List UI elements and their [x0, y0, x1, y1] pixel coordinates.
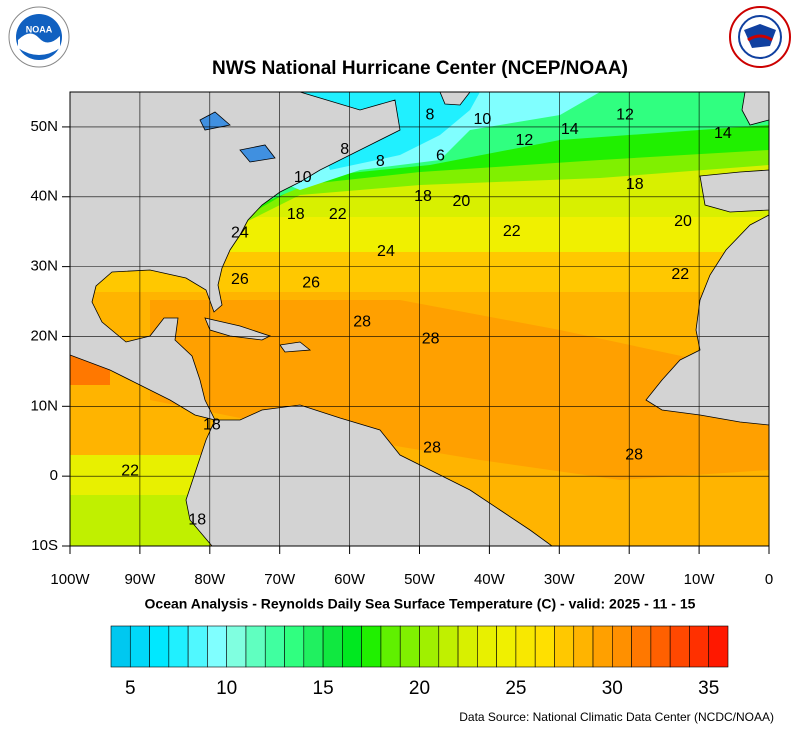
x-tick-label: 40W: [474, 571, 506, 588]
contour-label: 18: [626, 176, 644, 193]
colorbar-cell: [187, 625, 208, 668]
x-tick-label: 80W: [194, 571, 226, 588]
y-tick-label: 30N: [30, 258, 58, 275]
colorbar-cell: [226, 625, 247, 668]
subtitle: Ocean Analysis - Reynolds Daily Sea Surf…: [145, 596, 696, 612]
colorbar-cell: [342, 625, 362, 668]
colorbar-cell: [612, 625, 632, 668]
contour-label: 22: [121, 462, 139, 479]
contour-label: 8: [340, 141, 349, 158]
contour-label: 26: [231, 271, 249, 288]
contour-label: 18: [188, 511, 206, 528]
colorbar-cell: [438, 625, 459, 668]
colorbar-cell: [650, 625, 671, 668]
colorbar-cell: [149, 625, 170, 668]
y-tick-label: 40N: [30, 188, 58, 205]
contour-label: 18: [414, 188, 432, 205]
colorbar-cell: [207, 625, 227, 668]
y-tick-label: 10N: [30, 397, 58, 414]
colorbar-cell: [110, 625, 131, 668]
contour-label: 10: [474, 111, 492, 128]
contour-label: 26: [302, 275, 320, 292]
x-tick-label: 10W: [684, 571, 716, 588]
colorbar-cell: [631, 625, 652, 668]
contour-label: 22: [503, 223, 521, 240]
contour-label: 14: [561, 121, 579, 138]
contour-label: 12: [515, 132, 533, 149]
x-tick-label: 70W: [264, 571, 296, 588]
colorbar-cell: [573, 625, 594, 668]
contour-label: 28: [423, 439, 441, 456]
colorbar-cell: [399, 625, 420, 668]
colorbar-cell: [496, 625, 517, 668]
contour-label: 10: [294, 169, 312, 186]
colorbar-cell: [708, 625, 729, 668]
contour-label: 28: [625, 446, 643, 463]
x-tick-label: 90W: [124, 571, 156, 588]
colorbar-label: 20: [409, 678, 430, 699]
contour-label: 24: [231, 224, 249, 241]
contour-label: 18: [287, 206, 305, 223]
contour-label: 20: [674, 213, 692, 230]
colorbar-cell: [361, 625, 382, 668]
contour-label: 22: [671, 266, 689, 283]
colorbar-cell: [303, 625, 324, 668]
contour-label: 12: [616, 106, 634, 123]
colorbar-cell: [592, 625, 613, 668]
colorbar-cell: [322, 625, 343, 668]
colorbar-cell: [419, 625, 440, 668]
contour-label: 28: [353, 314, 371, 331]
colorbar-label: 5: [125, 678, 136, 699]
colorbar-cell: [534, 625, 555, 668]
y-tick-label: 10S: [31, 537, 58, 554]
y-tick-label: 20N: [30, 327, 58, 344]
noaa-logo: NOAA: [8, 6, 70, 68]
colorbar-cell: [168, 625, 189, 668]
x-tick-label: 30W: [544, 571, 576, 588]
y-tick-label: 0: [50, 467, 58, 484]
svg-text:NOAA: NOAA: [26, 24, 53, 34]
x-tick-label: 20W: [614, 571, 646, 588]
y-tick-label: 50N: [30, 118, 58, 135]
contour-label: 18: [203, 416, 221, 433]
x-tick-label: 100W: [50, 571, 90, 588]
colorbar-cell: [457, 625, 478, 668]
contour-label: 6: [436, 147, 445, 164]
nws-logo: [729, 6, 791, 68]
contour-label: 20: [453, 193, 471, 210]
contour-label: 28: [422, 330, 440, 347]
contour-label: 22: [329, 206, 347, 223]
contour-label: 24: [377, 243, 395, 260]
contour-label: 8: [376, 153, 385, 170]
title: NWS National Hurricane Center (NCEP/NOAA…: [212, 58, 628, 79]
contour-label: 8: [426, 106, 435, 123]
colorbar-cell: [129, 625, 150, 668]
colorbar-cell: [380, 625, 401, 668]
colorbar-label: 35: [698, 678, 719, 699]
colorbar-cell: [515, 625, 536, 668]
x-tick-label: 0: [765, 571, 773, 588]
colorbar-cell: [284, 625, 305, 668]
x-tick-label: 50W: [404, 571, 436, 588]
colorbar-cell: [689, 625, 710, 668]
colorbar-cell: [669, 625, 690, 668]
contour-label: 14: [714, 125, 732, 142]
colorbar-label: 30: [602, 678, 623, 699]
colorbar-label: 10: [216, 678, 237, 699]
colorbar-cell: [264, 625, 285, 668]
colorbar-cell: [554, 625, 575, 668]
source: Data Source: National Climatic Data Cent…: [459, 710, 774, 724]
colorbar-label: 25: [505, 678, 526, 699]
colorbar-cell: [477, 625, 497, 668]
colorbar-label: 15: [313, 678, 334, 699]
colorbar-cell: [245, 625, 266, 668]
x-tick-label: 60W: [334, 571, 366, 588]
